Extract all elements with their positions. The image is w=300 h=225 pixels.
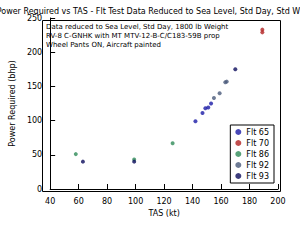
svg-text:80: 80 bbox=[102, 197, 112, 206]
svg-text:Power Required vs TAS - Flt Te: Power Required vs TAS - Flt Test Data Re… bbox=[0, 7, 300, 16]
svg-text:Data reduced to Sea Level, Std: Data reduced to Sea Level, Std Day, 1800… bbox=[46, 23, 229, 31]
svg-text:60: 60 bbox=[74, 197, 84, 206]
svg-text:50: 50 bbox=[32, 150, 42, 159]
svg-text:200: 200 bbox=[27, 48, 42, 57]
svg-text:100: 100 bbox=[128, 197, 143, 206]
svg-text:40: 40 bbox=[45, 197, 55, 206]
svg-text:Power Required (bhp): Power Required (bhp) bbox=[8, 60, 17, 146]
svg-text:160: 160 bbox=[213, 197, 228, 206]
svg-text:0: 0 bbox=[37, 185, 42, 194]
svg-text:140: 140 bbox=[185, 197, 200, 206]
svg-text:120: 120 bbox=[156, 197, 171, 206]
svg-text:Flt 70: Flt 70 bbox=[246, 139, 269, 148]
svg-text:Flt 86: Flt 86 bbox=[246, 150, 269, 159]
svg-text:100: 100 bbox=[27, 116, 42, 125]
svg-text:150: 150 bbox=[27, 82, 42, 91]
svg-text:200: 200 bbox=[270, 197, 285, 206]
svg-text:Flt 92: Flt 92 bbox=[246, 161, 269, 170]
svg-text:250: 250 bbox=[26, 13, 43, 23]
svg-text:180: 180 bbox=[242, 197, 257, 206]
svg-text:TAS (kt): TAS (kt) bbox=[147, 209, 179, 218]
svg-text:Flt 65: Flt 65 bbox=[246, 128, 269, 137]
svg-text:Flt 93: Flt 93 bbox=[246, 172, 269, 181]
svg-text:RV-8 C-GNHK with MT MTV-12-B-C: RV-8 C-GNHK with MT MTV-12-B-C/C183-59B … bbox=[46, 32, 220, 40]
svg-text:Wheel Pants ON, Aircraft paint: Wheel Pants ON, Aircraft painted bbox=[46, 41, 161, 49]
